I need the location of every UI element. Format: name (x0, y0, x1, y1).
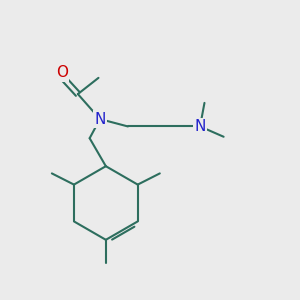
Text: N: N (94, 112, 106, 127)
Text: N: N (194, 119, 206, 134)
Text: O: O (56, 65, 68, 80)
